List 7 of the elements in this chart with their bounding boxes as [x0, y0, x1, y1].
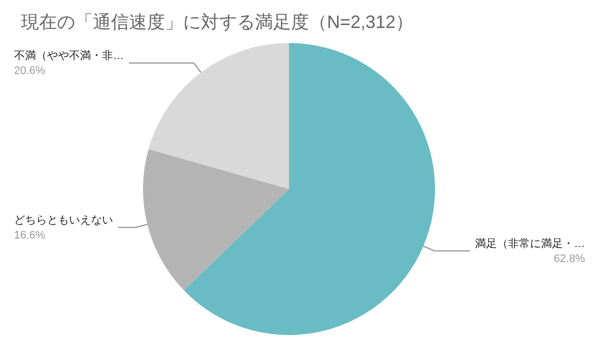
data-label: 20.6%: [14, 64, 46, 77]
data-label: 16.6%: [14, 229, 46, 242]
slice-label: 満足（非常に満足・…: [475, 236, 585, 250]
chart-title: 現在の「通信速度」に対する満足度（N=2,312）: [21, 12, 414, 32]
slice-label: 不満（やや不満・非…: [14, 48, 124, 62]
data-label: 62.8%: [554, 252, 586, 265]
slice-label: どちらともいえない: [14, 214, 113, 226]
